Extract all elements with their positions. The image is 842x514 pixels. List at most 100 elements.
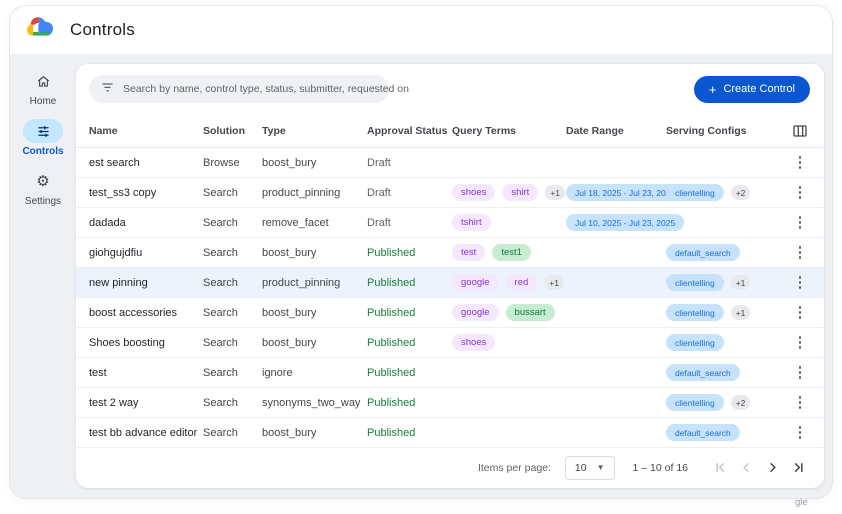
chip: clientelling — [666, 334, 724, 351]
sidebar-item-label: Settings — [24, 196, 62, 207]
table-row[interactable]: dadada Search remove_facet Draft tshirt Jul 1… — [76, 208, 824, 238]
row-actions — [776, 362, 824, 384]
chip: clientelling — [666, 394, 724, 411]
page-range-label: 1 – 10 of 16 — [632, 461, 688, 474]
app-header: Controls — [10, 6, 832, 54]
chip: test — [452, 244, 486, 261]
chip: shirt — [502, 184, 539, 201]
column-header-approval-status[interactable]: Approval Status — [367, 124, 448, 137]
row-actions — [776, 182, 824, 204]
row-serving-configs: clientelling +2 — [666, 394, 776, 411]
column-header-serving-configs[interactable]: Serving Configs — [666, 124, 747, 137]
row-menu-button[interactable] — [789, 302, 811, 324]
filter-icon — [101, 80, 114, 98]
chip: tshirt — [452, 214, 491, 231]
row-menu-button[interactable] — [789, 362, 811, 384]
row-menu-button[interactable] — [789, 182, 811, 204]
chip: clientelling — [666, 184, 724, 201]
row-menu-button[interactable] — [789, 152, 811, 174]
sidebar-item-controls[interactable]: Controls — [10, 114, 76, 164]
row-solution: Search — [203, 396, 238, 409]
table-row[interactable]: test_ss3 copy Search product_pinning Draft s… — [76, 178, 824, 208]
sidebar-item-settings[interactable]: ⚙ Settings — [10, 164, 76, 214]
table-row[interactable]: test 2 way Search synonyms_two_way Publishe… — [76, 388, 824, 418]
partial-watermark-text: gle — [795, 497, 808, 508]
row-actions — [776, 242, 824, 264]
row-type: boost_bury — [262, 246, 317, 259]
create-control-button[interactable]: + Create Control — [693, 75, 810, 103]
chip: test1 — [492, 244, 531, 261]
table-row[interactable]: test bb advance editor Search boost_bury Pu… — [76, 418, 824, 448]
row-menu-button[interactable] — [789, 242, 811, 264]
overflow-count-badge: +2 — [730, 395, 751, 410]
home-icon — [23, 69, 63, 93]
row-query-terms: google red +1 — [452, 274, 566, 291]
row-approval-status: Published — [367, 246, 416, 259]
row-solution: Search — [203, 276, 238, 289]
row-menu-button[interactable] — [789, 212, 811, 234]
sidebar-item-label: Home — [29, 96, 57, 107]
previous-page-button[interactable] — [734, 456, 758, 480]
row-type: remove_facet — [262, 216, 329, 229]
chip: bussart — [505, 304, 555, 321]
row-menu-button[interactable] — [789, 422, 811, 444]
column-header-name[interactable]: Name — [89, 124, 118, 137]
row-query-terms: shoes — [452, 334, 566, 351]
row-name: giohgujdfiu — [89, 246, 143, 259]
chip: google — [452, 274, 499, 291]
page-size-select[interactable]: 10 ▼ — [564, 455, 615, 480]
column-header-date-range[interactable]: Date Range — [566, 124, 624, 137]
column-picker-icon[interactable] — [788, 120, 812, 142]
table-row[interactable]: test Search ignore Published default_search — [76, 358, 824, 388]
overflow-count-badge: +2 — [730, 185, 751, 200]
last-page-button[interactable] — [786, 456, 810, 480]
row-type: boost_bury — [262, 426, 317, 439]
row-menu-button[interactable] — [789, 392, 811, 414]
row-query-terms: tshirt — [452, 214, 566, 231]
gear-icon: ⚙ — [36, 171, 50, 190]
column-header-query-terms[interactable]: Query Terms — [452, 124, 516, 137]
row-actions — [776, 302, 824, 324]
row-solution: Search — [203, 216, 238, 229]
row-name: test — [89, 366, 107, 379]
row-type: boost_bury — [262, 336, 317, 349]
chip: clientelling — [666, 304, 724, 321]
row-name: est search — [89, 156, 140, 169]
tune-icon — [23, 119, 63, 143]
row-actions — [776, 422, 824, 444]
row-actions — [776, 332, 824, 354]
search-input[interactable]: Search by name, control type, status, su… — [89, 75, 409, 103]
row-actions — [776, 212, 824, 234]
overflow-count-badge: +1 — [545, 185, 566, 200]
row-serving-configs: clientelling — [666, 334, 776, 351]
row-name: Shoes boosting — [89, 336, 165, 349]
row-menu-button[interactable] — [789, 332, 811, 354]
table-row[interactable]: est search Browse boost_bury Draft — [76, 148, 824, 178]
column-header-type[interactable]: Type — [262, 124, 286, 137]
table-row[interactable]: new pinning Search product_pinning Publishe… — [76, 268, 824, 298]
sidebar: Home Controls ⚙ Settings — [10, 54, 76, 498]
overflow-count-badge: +1 — [730, 275, 751, 290]
next-page-button[interactable] — [760, 456, 784, 480]
table-header: Name Solution Type Approval Status Query… — [76, 114, 824, 148]
paginator: Items per page: 10 ▼ 1 – 10 of 16 — [76, 448, 824, 487]
row-actions — [776, 392, 824, 414]
row-approval-status: Draft — [367, 186, 391, 199]
row-solution: Search — [203, 186, 238, 199]
chip: google — [452, 304, 499, 321]
row-menu-button[interactable] — [789, 272, 811, 294]
row-approval-status: Draft — [367, 156, 391, 169]
controls-card: Search by name, control type, status, su… — [76, 64, 824, 488]
first-page-button[interactable] — [708, 456, 732, 480]
sidebar-item-home[interactable]: Home — [10, 64, 76, 114]
column-header-solution[interactable]: Solution — [203, 124, 245, 137]
row-serving-configs: default_search — [666, 364, 776, 381]
table-row[interactable]: Shoes boosting Search boost_bury Published s… — [76, 328, 824, 358]
row-type: boost_bury — [262, 306, 317, 319]
table-row[interactable]: boost accessories Search boost_bury Publish… — [76, 298, 824, 328]
row-name: test_ss3 copy — [89, 186, 157, 199]
search-placeholder: Search by name, control type, status, su… — [123, 83, 409, 95]
plus-icon: + — [708, 81, 717, 97]
table-row[interactable]: giohgujdfiu Search boost_bury Published test… — [76, 238, 824, 268]
row-approval-status: Published — [367, 396, 416, 409]
